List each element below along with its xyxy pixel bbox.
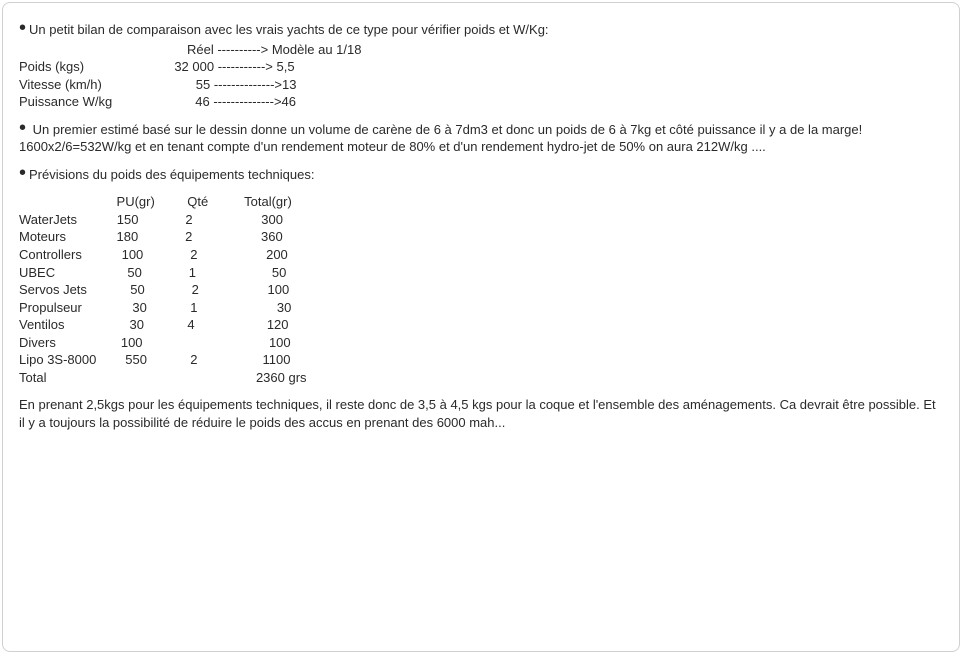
table-header: PU(gr) Qté Total(gr) [19,193,943,211]
table-row: Ventilos 30 4 120 [19,316,943,334]
table-row: Propulseur 30 1 30 [19,299,943,317]
document-content: •Un petit bilan de comparaison avec les … [2,2,960,652]
equipment-table: PU(gr) Qté Total(gr) WaterJets 150 2 300… [19,193,943,386]
bullet-icon: • [19,122,26,135]
table-row: UBEC 50 1 50 [19,264,943,282]
conclusion-paragraph: En prenant 2,5kgs pour les équipements t… [19,396,943,431]
bullet-forecast: •Prévisions du poids des équipements tec… [19,166,943,184]
table-row: Moteurs 180 2 360 [19,228,943,246]
comparison-row-puissance: Puissance W/kg 46 -------------->46 [19,93,943,111]
bullet-icon: • [19,167,26,180]
bullet-icon: • [19,22,26,35]
table-row: Servos Jets 50 2 100 [19,281,943,299]
table-row-total: Total 2360 grs [19,369,943,387]
table-row: Divers 100 100 [19,334,943,352]
table-row: Controllers 100 2 200 [19,246,943,264]
comparison-intro-text: Un petit bilan de comparaison avec les v… [29,22,549,37]
comparison-header-text: Réel ----------> Modèle au 1/18 [19,42,361,57]
table-row: Lipo 3S-8000 550 2 1100 [19,351,943,369]
estimate-text: Un premier estimé basé sur le dessin don… [19,122,862,155]
table-row: WaterJets 150 2 300 [19,211,943,229]
comparison-row-vitesse: Vitesse (km/h) 55 -------------->13 [19,76,943,94]
comparison-header: Réel ----------> Modèle au 1/18 [19,41,943,59]
forecast-title: Prévisions du poids des équipements tech… [29,167,314,182]
comparison-row-poids: Poids (kgs) 32 000 -----------> 5,5 [19,58,943,76]
estimate-paragraph: • Un premier estimé basé sur le dessin d… [19,121,943,156]
bullet-comparison-intro: •Un petit bilan de comparaison avec les … [19,21,943,39]
